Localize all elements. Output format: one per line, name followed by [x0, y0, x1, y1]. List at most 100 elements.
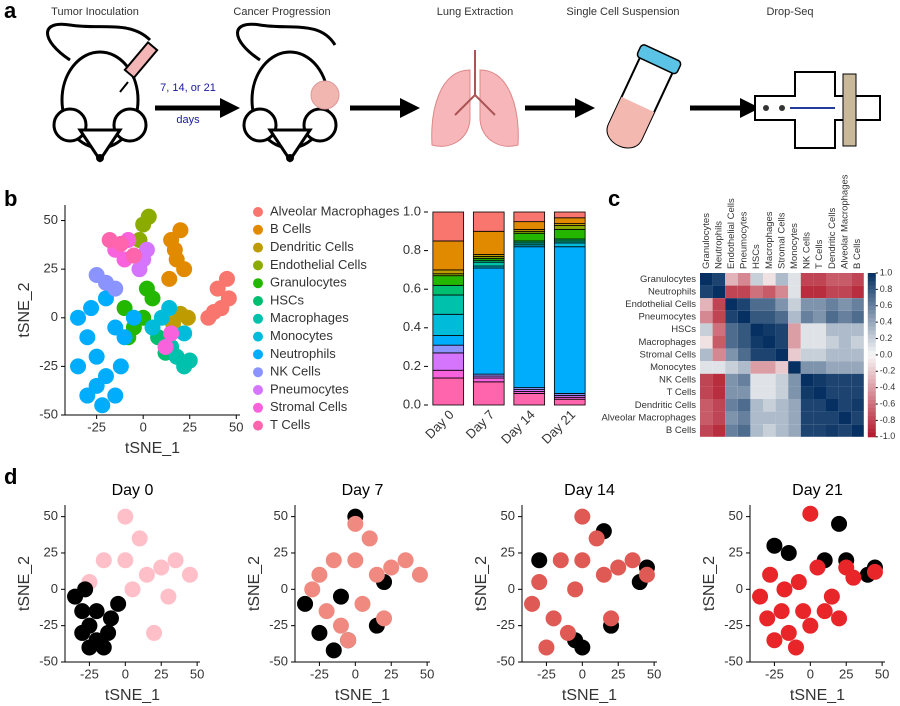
x-tick-label: Day 7 [463, 407, 498, 442]
y-tick-label: 50 [729, 508, 743, 523]
legend-label: B Cells [270, 221, 312, 236]
heatmap-cell [737, 336, 751, 349]
heatmap-cell [700, 399, 713, 412]
colorbar-step [867, 285, 876, 290]
y-tick-label: 50 [44, 508, 58, 523]
heatmap-cell [737, 411, 751, 425]
point [74, 603, 91, 620]
bar-segment [472, 230, 505, 255]
colorbar-step [867, 404, 876, 409]
point [88, 603, 105, 620]
point [347, 515, 364, 532]
syringe-icon [119, 40, 159, 93]
y-tick-label: 0 [281, 581, 288, 596]
y-tick-label: -25 [269, 617, 288, 632]
point [538, 639, 555, 656]
x-tick-label: 25 [839, 666, 853, 681]
heatmap-cell [813, 399, 826, 412]
heatmap-cell [775, 273, 789, 286]
point [163, 325, 180, 342]
x-tick-label: 50 [875, 666, 889, 681]
point [88, 348, 105, 365]
heatmap-cell [813, 273, 826, 286]
heatmap-cell [800, 323, 814, 336]
y-tick-label: 0.2 [403, 358, 421, 373]
row-label: Dendritic Cells [635, 400, 696, 411]
heatmap-cell [788, 361, 801, 374]
heatmap-cell [826, 424, 839, 437]
point [124, 581, 141, 598]
colorbar-step [867, 346, 876, 352]
step-label: Tumor Inoculation [51, 6, 139, 18]
bar-segment [432, 240, 465, 271]
x-tick-label: 25 [384, 666, 398, 681]
y-tick-label: 1.0 [403, 203, 421, 218]
point [759, 610, 776, 627]
y-tick-label: 25 [501, 544, 515, 559]
point [397, 552, 414, 569]
column-label: Stromal Cells [776, 212, 787, 269]
point [297, 595, 314, 612]
heatmap-cell [813, 285, 826, 299]
heatmap-cell [838, 310, 852, 324]
heatmap-cell [737, 273, 751, 286]
heatmap-cell [800, 273, 814, 286]
heatmap-cell [725, 310, 738, 324]
point [354, 595, 371, 612]
colorbar-label: 0.8 [880, 284, 893, 294]
y-tick-label: 0 [51, 581, 58, 596]
mouse-icon [46, 22, 152, 163]
colorbar-step [867, 371, 876, 376]
point [766, 537, 783, 554]
point [802, 617, 819, 634]
chart-title: Day 14 [564, 482, 615, 499]
column-label: Granulocytes [701, 213, 712, 269]
bar-segment [472, 267, 505, 375]
colorbar-step [867, 297, 876, 303]
legend-swatch [253, 385, 263, 395]
heatmap-cell [700, 323, 713, 336]
heatmap-cell [725, 323, 738, 336]
x-tick-label: -25 [765, 666, 784, 681]
row-label: T Cells [667, 387, 697, 398]
column-label: Pneumocytes [739, 211, 750, 269]
heatmap-cell [700, 361, 713, 374]
bar-segment [432, 369, 465, 379]
heatmap-cell [800, 424, 814, 437]
legend-label: Neutrophils [270, 346, 336, 361]
point [603, 610, 620, 627]
heatmap-cell [750, 310, 763, 324]
x-axis-title: tSNE_1 [125, 440, 180, 457]
legend-swatch [253, 224, 263, 235]
heatmap-cell [700, 336, 713, 349]
point [102, 610, 119, 627]
legend-label: HSCs [270, 292, 304, 307]
heatmap-cell [800, 373, 814, 387]
y-tick-label: -50 [39, 406, 58, 421]
panel-label: d [4, 464, 17, 489]
point [179, 309, 196, 326]
heatmap-cell [775, 336, 789, 349]
legend-swatch [253, 260, 263, 271]
y-tick-label: -50 [269, 653, 288, 668]
lung-icon [431, 50, 519, 147]
bar-segment [432, 313, 465, 336]
heatmap-cell [826, 373, 839, 387]
bar-segment [432, 352, 465, 371]
point [304, 581, 321, 598]
chart-title: Day 21 [792, 482, 843, 499]
legend-swatch [253, 296, 263, 306]
x-tick-label: -25 [80, 666, 99, 681]
x-tick-label: 25 [154, 666, 168, 681]
legend-swatch [253, 313, 263, 324]
column-label: T Cells [814, 239, 825, 269]
point [138, 241, 155, 258]
bar-segment [553, 211, 586, 219]
point [802, 505, 819, 522]
heatmap-cell [788, 411, 801, 425]
heatmap-cell [851, 411, 864, 425]
point [368, 566, 385, 583]
heatmap-cell [763, 323, 776, 336]
heatmap-cell [775, 361, 789, 374]
heatmap-cell [838, 373, 852, 387]
